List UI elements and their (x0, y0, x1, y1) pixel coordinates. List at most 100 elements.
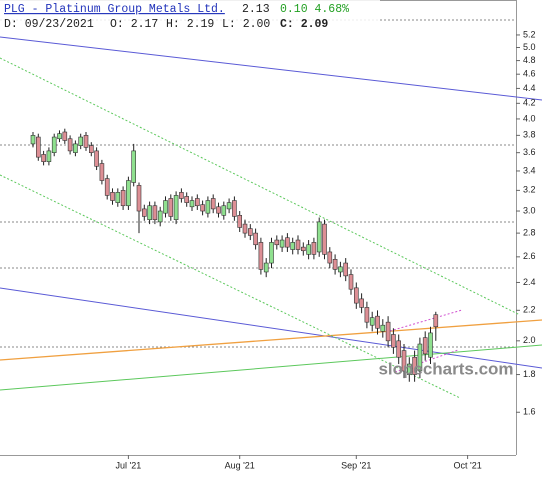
candle-body (83, 135, 89, 148)
watermark: slopecharts.com (378, 359, 513, 378)
candle-body (300, 246, 306, 252)
candle-body (115, 192, 121, 203)
candle-body (375, 315, 380, 329)
candle-body (78, 136, 83, 146)
candle-body (195, 198, 200, 207)
y-tick-label: 1.6 (523, 407, 536, 417)
candle-body (120, 190, 126, 207)
trend-line (0, 36, 542, 101)
candle-body (385, 321, 391, 342)
x-tick-label: Oct '21 (453, 460, 481, 470)
candle-body (332, 259, 338, 270)
x-tick-label: Jul '21 (116, 460, 142, 470)
candle-body (359, 298, 364, 308)
bar-low: L: 2.00 (222, 18, 270, 31)
candle-body (396, 340, 402, 358)
candle-body (290, 242, 296, 250)
candle-body (210, 198, 216, 210)
candle-body (364, 307, 370, 323)
candle-body (237, 215, 242, 228)
candle-body (316, 221, 322, 253)
candle-body (152, 205, 158, 220)
candle-body (428, 332, 433, 358)
candle-body (380, 324, 386, 332)
candle-body (353, 287, 359, 304)
candle-body (232, 200, 237, 217)
candle-body (142, 208, 147, 217)
y-tick-label: 2.2 (523, 305, 536, 315)
y-tick-label: 4.4 (523, 83, 536, 93)
channel-line (0, 174, 461, 399)
wedge-line (394, 349, 459, 373)
candle-body (179, 192, 184, 199)
candle-body (62, 131, 68, 141)
candle-body (94, 150, 99, 167)
y-tick-label: 3.2 (523, 185, 536, 195)
candle-body (168, 198, 174, 217)
candle-body (173, 195, 179, 220)
x-tick-label: Aug '21 (225, 460, 255, 470)
candle-body (322, 223, 327, 255)
last-price: 2.13 (242, 3, 270, 16)
trend-line (0, 287, 542, 369)
candle-body (269, 242, 274, 264)
candle-body (57, 133, 62, 140)
candle-body (157, 210, 163, 223)
candle-body (89, 145, 94, 153)
candle-body (184, 196, 189, 203)
candle-body (417, 343, 423, 372)
candle-body (41, 154, 46, 162)
bar-open: O: 2.17 (110, 18, 158, 31)
y-tick-label: 2.4 (523, 277, 536, 287)
candle-body (136, 185, 142, 212)
candle-body (311, 242, 317, 255)
y-tick-label: 4.2 (523, 98, 536, 108)
candle-body (51, 136, 57, 153)
trend-lines (0, 36, 542, 399)
candle-body (189, 200, 195, 208)
price-change: 0.10 4.68% (280, 3, 349, 16)
candle-body (131, 150, 136, 183)
y-tick-label: 3.0 (523, 205, 536, 215)
symbol-link[interactable]: PLG - Platinum Group Metals Ltd. (4, 3, 225, 16)
y-tick-label: 1.8 (523, 369, 536, 379)
candle-body (285, 237, 290, 248)
y-tick-label: 3.6 (523, 147, 536, 157)
y-tick-label: 5.2 (523, 29, 536, 39)
candle-body (422, 337, 428, 355)
candle-body (306, 244, 311, 255)
candle-body (99, 163, 105, 181)
bar-date: D: 09/23/2021 (4, 18, 94, 31)
candle-body (401, 350, 407, 372)
candle-body (327, 251, 333, 264)
y-tick-label: 4.6 (523, 69, 536, 79)
candle-body (279, 239, 285, 248)
candle-body (369, 317, 375, 326)
y-tick-label: 4.8 (523, 55, 536, 65)
candle-body (221, 205, 227, 216)
x-tick-label: Sep '21 (341, 460, 371, 470)
wedge-line (389, 309, 463, 332)
candle-body (104, 178, 110, 196)
y-tick-label: 5.0 (523, 42, 536, 52)
trend-line (0, 319, 542, 361)
candle-body (110, 192, 115, 201)
candle-body (35, 136, 41, 158)
candle-body (338, 266, 343, 273)
candle-body (258, 242, 264, 270)
y-tick-label: 2.6 (523, 251, 536, 261)
candle-body (73, 143, 78, 153)
bar-high: H: 2.19 (166, 18, 214, 31)
candle-body (163, 200, 168, 214)
candle-body (253, 232, 258, 246)
candle-body (348, 274, 354, 290)
bar-close: C: 2.09 (280, 18, 328, 31)
y-tick-label: 2.8 (523, 227, 536, 237)
header-bg (0, 0, 380, 32)
candle-body (226, 202, 232, 210)
y-tick-label: 2.0 (523, 335, 536, 345)
candle-body (242, 223, 248, 234)
candle-body (391, 334, 396, 348)
y-tick-label: 4.0 (523, 113, 536, 123)
